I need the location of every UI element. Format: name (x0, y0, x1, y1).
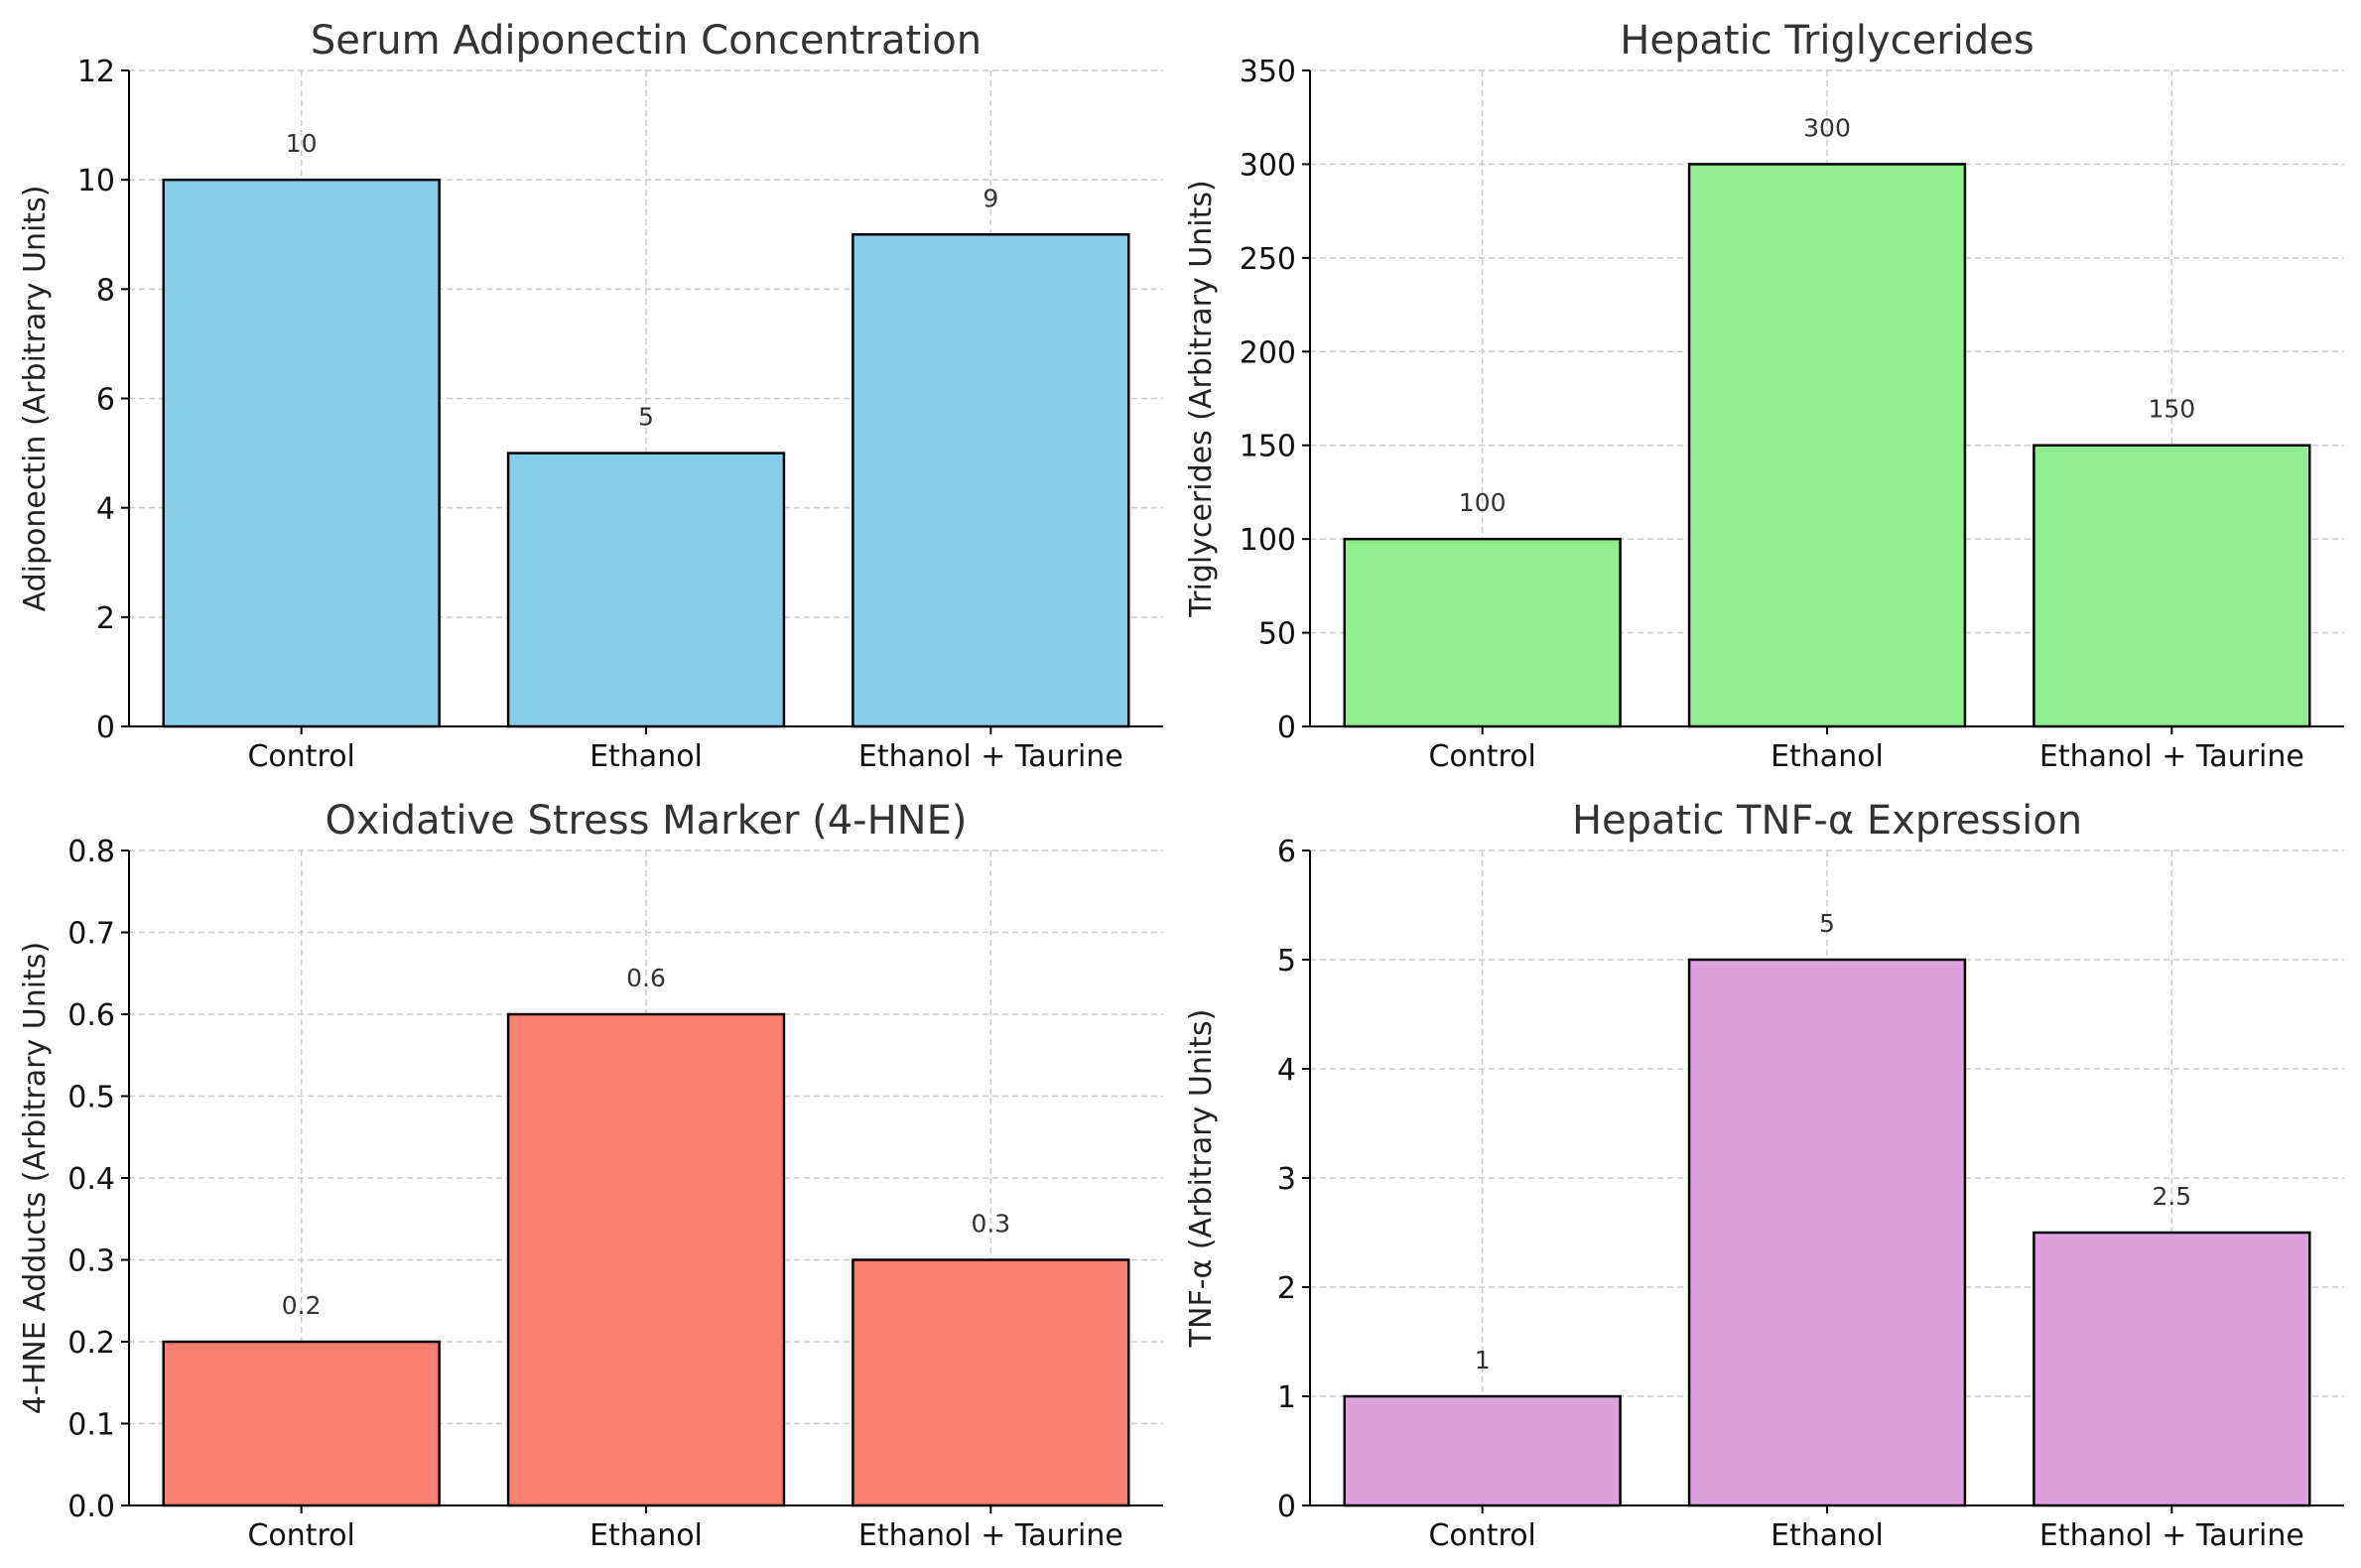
y-tick-label: 0.3 (67, 1244, 115, 1279)
data-label: 10 (286, 129, 318, 158)
y-tick-label: 3 (1277, 1162, 1296, 1197)
y-axis-title: TNF-α (Arbitrary Units) (1184, 1009, 1219, 1349)
y-tick-label: 0 (1277, 1490, 1296, 1524)
bar-ethanol-taurine (2033, 444, 2311, 728)
y-axis-title: 4-HNE Adducts (Arbitrary Units) (18, 942, 53, 1414)
y-tick-label: 0.1 (67, 1408, 115, 1443)
x-tick-label: Ethanol + Taurine (858, 1518, 1123, 1553)
y-tick-label: 2 (96, 601, 115, 636)
bar-control (162, 1340, 441, 1507)
bar-ethanol-taurine (852, 233, 1130, 728)
x-tick-label: Ethanol (1771, 739, 1884, 774)
y-tick-label: 200 (1240, 335, 1296, 370)
data-label: 100 (1459, 488, 1507, 517)
x-tick-label: Ethanol + Taurine (2039, 1518, 2304, 1553)
chart-title: Hepatic TNF-α Expression (1572, 798, 2082, 844)
x-tick-label: Ethanol (1771, 1518, 1884, 1553)
y-tick-label: 0 (1277, 711, 1296, 745)
y-tick-label: 100 (1240, 523, 1296, 558)
chart-title: Oxidative Stress Marker (4-HNE) (326, 798, 968, 844)
y-tick-label: 6 (1277, 835, 1296, 869)
data-label: 0.3 (971, 1210, 1010, 1239)
y-tick-label: 10 (77, 164, 115, 198)
y-tick-label: 0.7 (67, 917, 115, 952)
y-tick-label: 1 (1277, 1380, 1296, 1415)
y-tick-label: 0.6 (67, 998, 115, 1033)
y-tick-label: 4 (96, 492, 115, 527)
data-label: 1 (1475, 1346, 1491, 1374)
x-tick-label: Control (1428, 739, 1535, 774)
y-tick-label: 300 (1240, 148, 1296, 183)
x-tick-label: Control (247, 1518, 354, 1553)
y-tick-label: 350 (1240, 55, 1296, 89)
bar-control (162, 178, 441, 728)
bar-ethanol (506, 452, 786, 728)
chart-title: Serum Adiponectin Concentration (311, 18, 982, 64)
y-tick-label: 0.2 (67, 1326, 115, 1361)
data-label: 150 (2148, 395, 2195, 424)
chart-title: Hepatic Triglycerides (1620, 18, 2033, 64)
bar-ethanol-taurine (2033, 1231, 2311, 1507)
data-label: 5 (638, 403, 654, 432)
x-tick-label: Control (247, 739, 354, 774)
y-tick-label: 2 (1277, 1271, 1296, 1306)
data-label: 2.5 (2152, 1182, 2191, 1211)
data-label: 9 (983, 184, 998, 212)
data-label: 5 (1819, 909, 1835, 938)
y-tick-label: 150 (1240, 430, 1296, 464)
x-tick-label: Control (1428, 1518, 1535, 1553)
y-tick-label: 0.4 (67, 1162, 115, 1197)
data-label: 300 (1803, 113, 1851, 142)
y-tick-label: 6 (96, 383, 115, 418)
bar-ethanol-taurine (852, 1258, 1130, 1507)
data-label: 0.2 (282, 1291, 322, 1320)
y-tick-label: 0 (96, 711, 115, 745)
bar-ethanol (506, 1012, 786, 1507)
chart-panel-3: 0.2 0.6 0.3 0.0 0.1 0.2 0.3 0.4 0.5 0.6 0.7 0.8 Cont… (18, 798, 1163, 1553)
y-tick-label: 5 (1277, 944, 1296, 979)
y-tick-label: 0.0 (67, 1490, 115, 1524)
x-tick-label: Ethanol + Taurine (858, 739, 1123, 774)
chart-panel-1: 10 5 9 0 2 4 6 8 10 12 Control Ethanol Ethanol + Tau… (18, 18, 1163, 774)
bar-control (1343, 1394, 1622, 1507)
bar-ethanol (1687, 163, 1967, 728)
y-tick-label: 12 (77, 55, 115, 89)
chart-panel-2: 100 300 150 0 50 100 150 200 250 300 350 Control Eth… (1184, 18, 2344, 774)
y-axis-title: Triglycerides (Arbitrary Units) (1184, 180, 1219, 617)
y-tick-label: 50 (1258, 617, 1296, 652)
y-tick-label: 8 (96, 273, 115, 308)
x-tick-label: Ethanol (590, 739, 703, 774)
y-tick-label: 0.8 (67, 835, 115, 869)
y-axis-title: Adiponectin (Arbitrary Units) (18, 186, 53, 612)
chart-panel-4: 1 5 2.5 0 1 2 3 4 5 6 Control Ethanol Ethanol + Taur… (1184, 798, 2344, 1553)
bar-control (1343, 537, 1622, 728)
y-tick-label: 4 (1277, 1053, 1296, 1088)
y-tick-label: 250 (1240, 242, 1296, 277)
bar-ethanol (1687, 958, 1967, 1507)
x-tick-label: Ethanol (590, 1518, 703, 1553)
x-tick-label: Ethanol + Taurine (2039, 739, 2304, 774)
data-label: 0.6 (626, 964, 666, 992)
y-tick-label: 0.5 (67, 1081, 115, 1115)
